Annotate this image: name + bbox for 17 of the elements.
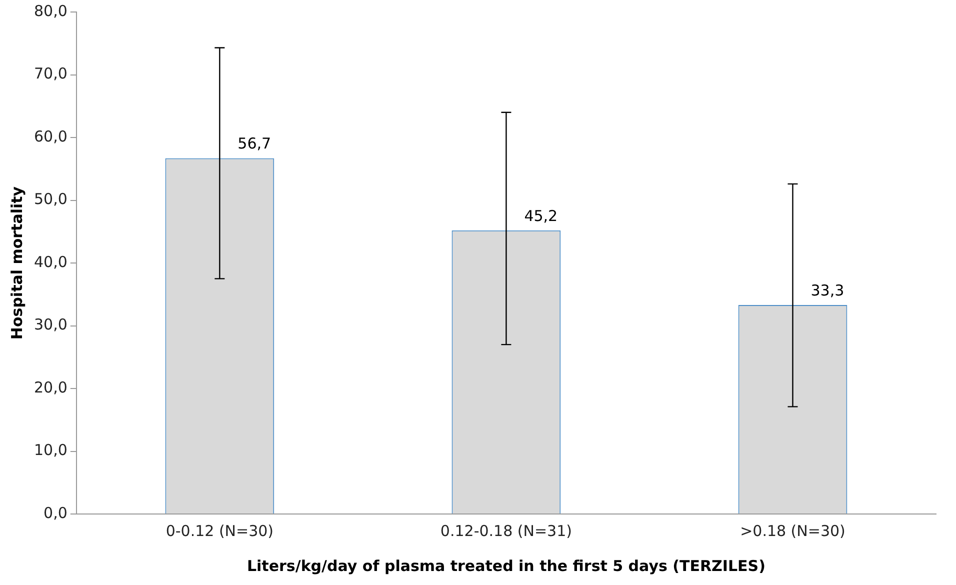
y-tick-label: 60,0 xyxy=(34,127,68,146)
x-tick-label: 0-0.12 (N=30) xyxy=(166,522,274,540)
y-tick-label: 80,0 xyxy=(34,2,68,20)
y-axis-title: Hospital mortality xyxy=(8,186,26,340)
y-tick-label: 0,0 xyxy=(44,504,68,522)
y-tick-label: 10,0 xyxy=(34,441,68,460)
y-tick-label: 70,0 xyxy=(34,64,68,83)
data-label: 33,3 xyxy=(810,281,844,300)
y-tick-label: 20,0 xyxy=(34,378,68,396)
data-label: 45,2 xyxy=(524,206,558,225)
y-tick-label: 50,0 xyxy=(34,190,68,208)
y-tick-label: 40,0 xyxy=(34,252,68,271)
data-label: 56,7 xyxy=(238,134,272,153)
x-axis-title: Liters/kg/day of plasma treated in the first 5 days (TERZILES) xyxy=(246,556,766,575)
x-tick-label: 0.12-0.18 (N=31) xyxy=(440,522,572,540)
y-tick-label: 30,0 xyxy=(34,316,68,334)
x-tick-label: >0.18 (N=30) xyxy=(740,522,846,540)
